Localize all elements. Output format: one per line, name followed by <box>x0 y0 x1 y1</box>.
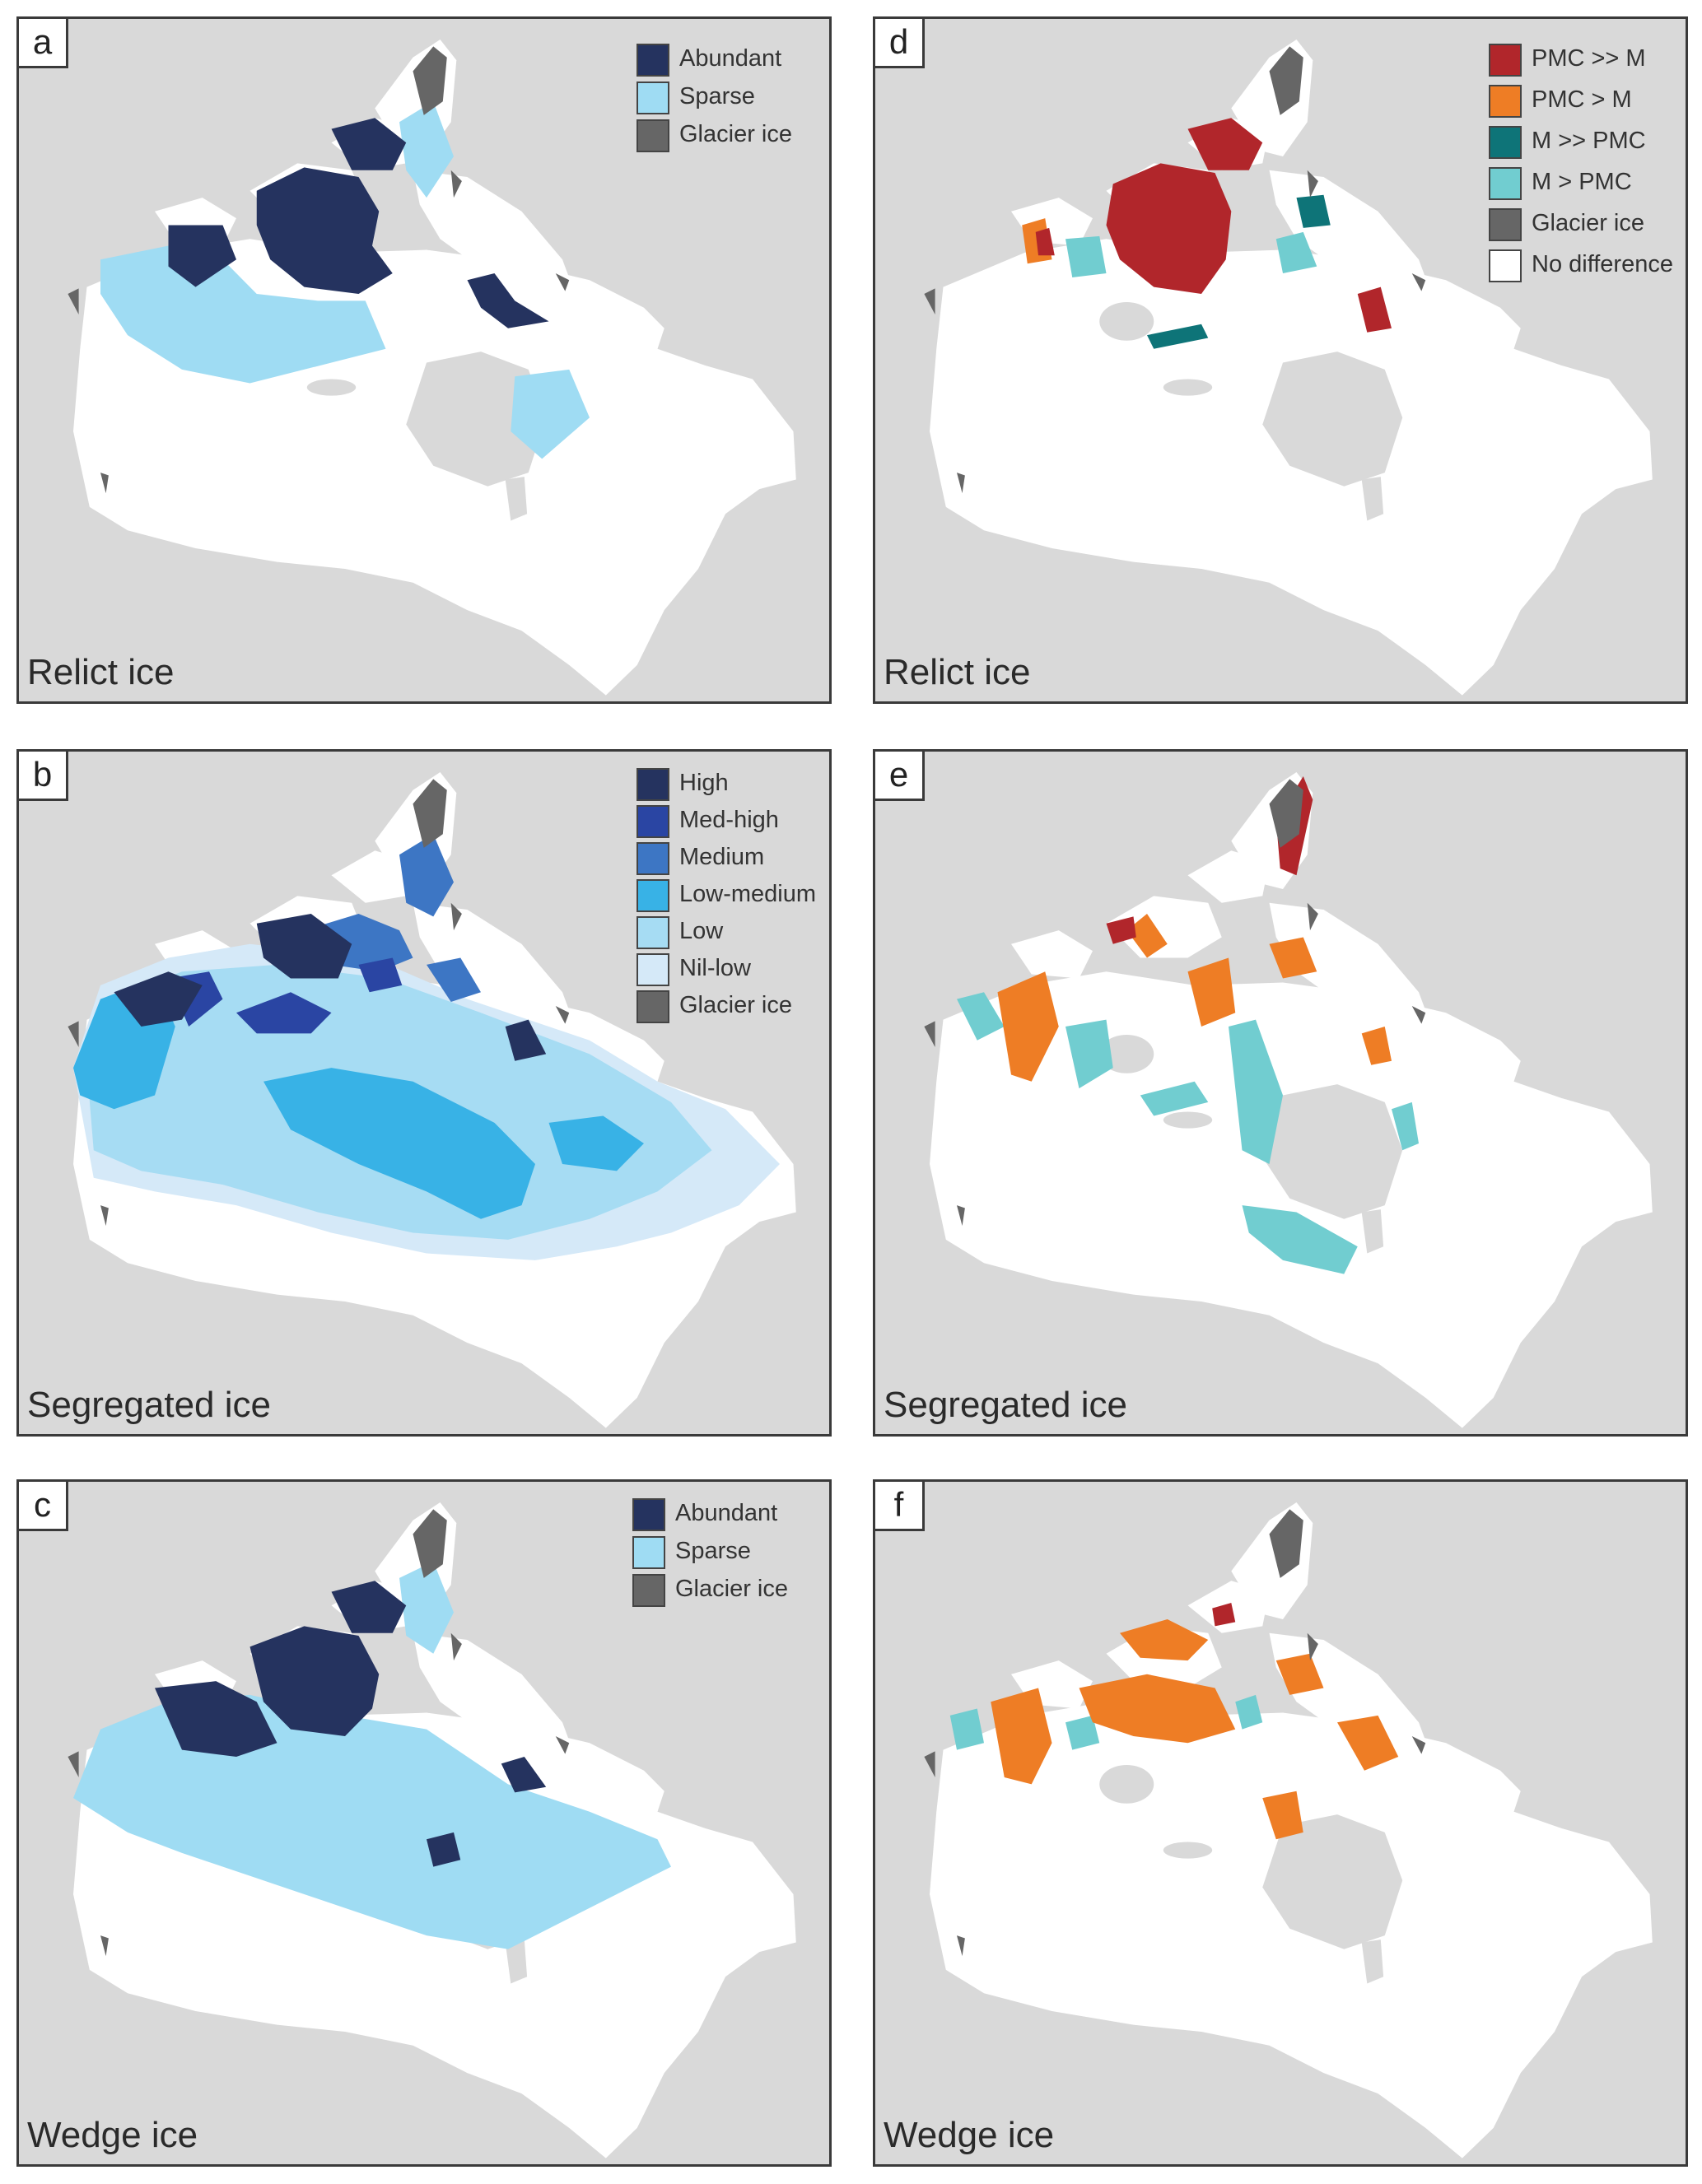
legend-swatch <box>1489 208 1522 241</box>
legend-label: Medium <box>679 844 765 870</box>
legend-swatch <box>632 1498 665 1531</box>
legend-swatch <box>632 1536 665 1569</box>
panel-caption: Wedge ice <box>884 2115 1055 2155</box>
panel-letter: d <box>875 19 925 68</box>
pmc-much-greater-region <box>1035 118 1392 333</box>
panel-letter: c <box>19 1482 68 1531</box>
pmc-much-greater-region <box>1212 1602 1236 1627</box>
pmc-greater-region <box>997 914 1392 1082</box>
legend-label: Glacier ice <box>679 121 792 147</box>
legend-swatch <box>637 879 669 912</box>
map-wedge-ice-difference <box>924 1502 1653 2158</box>
panel-caption: Segregated ice <box>884 1385 1127 1425</box>
abundant-region <box>155 1581 547 1867</box>
legend-swatch <box>637 81 669 114</box>
legend-label: PMC >> M <box>1532 45 1646 72</box>
legend-swatch <box>637 842 669 875</box>
panel-b: b Segregated ice High Med-high Medium Lo… <box>16 749 832 1437</box>
sparse-region <box>73 1561 671 1949</box>
panel-f: f Wedge ice <box>873 1479 1688 2167</box>
legend-label: Sparse <box>679 83 755 109</box>
panel-caption: Relict ice <box>884 652 1031 692</box>
legend-swatch <box>637 916 669 949</box>
legend-swatch <box>1489 249 1522 282</box>
panel-caption: Relict ice <box>27 652 175 692</box>
panel-letter: a <box>19 19 68 68</box>
high-region <box>114 914 547 1061</box>
legend-label: PMC > M <box>1532 86 1632 113</box>
panel-letter: b <box>19 752 68 801</box>
legend-label: Glacier ice <box>675 1576 788 1602</box>
panel-d: d Relict ice PMC >> M PMC > M M >> PMC M… <box>873 16 1688 704</box>
map-segregated-ice-difference <box>924 772 1653 1428</box>
legend-label: Sparse <box>675 1538 751 1564</box>
m-greater-region <box>1065 231 1317 277</box>
legend-swatch <box>637 119 669 152</box>
panel-c: c Wedge ice Abundant Sparse Glacier ice <box>16 1479 832 2167</box>
panel-letter: f <box>875 1482 925 1531</box>
legend-label: No difference <box>1532 251 1673 277</box>
legend-swatch <box>1489 126 1522 159</box>
legend-label: Low-medium <box>679 881 816 907</box>
legend-label: M >> PMC <box>1532 128 1646 154</box>
panel-caption: Segregated ice <box>27 1385 271 1425</box>
m-much-greater-region <box>1147 194 1331 349</box>
legend-swatch <box>637 44 669 77</box>
panel-e: e Segregated ice <box>873 749 1688 1437</box>
m-greater-region <box>949 1694 1263 1750</box>
legend-swatch <box>1489 44 1522 77</box>
legend-label: High <box>679 770 729 796</box>
legend-swatch <box>637 990 669 1023</box>
legend-label: Med-high <box>679 807 779 833</box>
legend-label: Abundant <box>675 1500 778 1526</box>
map-wedge-ice <box>68 1502 796 2158</box>
panel-caption: Wedge ice <box>27 2115 198 2155</box>
map-relict-ice-difference <box>924 40 1653 696</box>
legend-label: M > PMC <box>1532 169 1632 195</box>
sparse-region <box>100 101 590 459</box>
legend-label: Glacier ice <box>679 992 792 1018</box>
legend-label: Low <box>679 918 724 944</box>
legend-swatch <box>637 953 669 986</box>
legend-swatch <box>637 768 669 801</box>
pmc-greater-region <box>991 1619 1399 1840</box>
panel-letter: e <box>875 752 925 801</box>
legend-swatch <box>637 805 669 838</box>
map-segregated-ice <box>68 772 796 1428</box>
m-greater-region <box>957 992 1419 1274</box>
legend-label: Abundant <box>679 45 782 72</box>
legend-swatch <box>1489 167 1522 200</box>
panel-a: a Relict ice Abundant Sparse Glacier ice <box>16 16 832 704</box>
legend-swatch <box>1489 85 1522 118</box>
legend-swatch <box>632 1574 665 1607</box>
abundant-region <box>168 118 549 328</box>
map-relict-ice <box>68 40 796 696</box>
legend-label: Nil-low <box>679 955 751 981</box>
legend-label: Glacier ice <box>1532 210 1644 236</box>
